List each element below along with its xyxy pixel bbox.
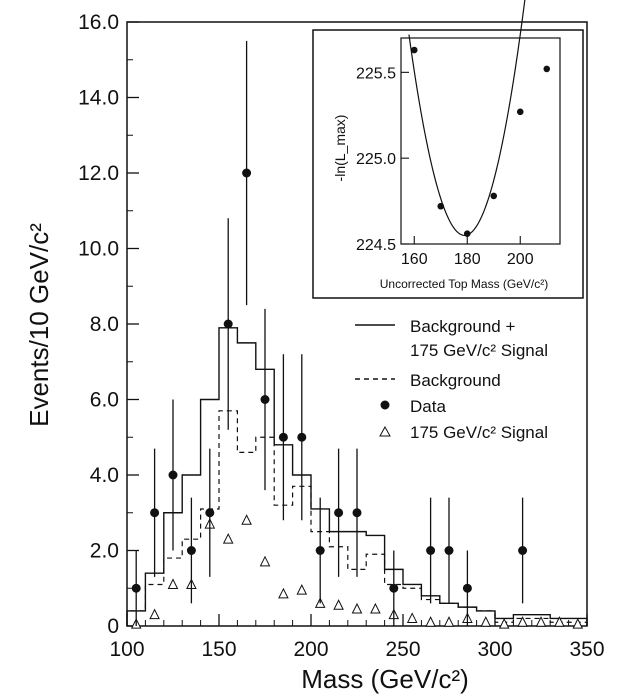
- signal-point: [167, 578, 179, 589]
- signal-point: [517, 616, 528, 627]
- data-point: [352, 508, 362, 518]
- signal-point: [241, 514, 252, 525]
- signal-point: [498, 617, 510, 629]
- inset-point: [516, 108, 524, 116]
- histogram-background: [126, 410, 588, 626]
- legend-marker-signal: [379, 425, 391, 437]
- data-point: [186, 546, 196, 555]
- inset-x-tick-label: 200: [507, 251, 534, 268]
- data-point: [242, 168, 252, 178]
- y-tick-label: 10.0: [78, 238, 119, 261]
- y-tick-label: 4.0: [90, 464, 119, 487]
- x-axis-label: Mass (GeV/c²): [301, 664, 469, 694]
- legend-label-combined: Background +: [410, 317, 515, 336]
- data-point: [334, 508, 344, 518]
- data-point: [297, 432, 307, 442]
- data-point: [444, 546, 454, 555]
- inset-point: [543, 65, 551, 73]
- inset-y-tick-label: 225.0: [356, 151, 396, 168]
- inset-series: [410, 46, 551, 237]
- signal-point: [572, 617, 584, 629]
- data-point: [389, 583, 399, 593]
- data-point: [223, 319, 233, 329]
- data-point: [168, 470, 178, 480]
- legend-label-signal: 175 GeV/c² Signal: [410, 423, 548, 442]
- data-point: [315, 546, 325, 555]
- inset-chart: 224.5 225.0 225.5 160 180 200 -ln(L_max) Unc…: [312, 0, 584, 299]
- legend-label-data: Data: [410, 397, 446, 416]
- signal-point: [259, 555, 271, 567]
- legend-label-combined-line2: 175 GeV/c² Signal: [410, 341, 548, 360]
- signal-point: [443, 616, 455, 627]
- x-tick-label: 150: [201, 638, 236, 661]
- inset-y-axis: 224.5 225.0 225.5: [356, 65, 409, 254]
- data-point: [260, 395, 270, 404]
- signal-point: [222, 533, 234, 544]
- inset-plot-frame: [400, 37, 561, 245]
- y-axis: 0 2.0 4.0 6.0 8.0 10.0 12.0 14.0 16.0: [78, 11, 139, 638]
- signal-point: [149, 608, 160, 620]
- x-tick-label: 100: [109, 638, 144, 661]
- x-tick-label: 350: [569, 638, 604, 661]
- inset-point: [410, 46, 418, 54]
- data-point: [205, 508, 215, 518]
- series-data: [131, 40, 528, 626]
- inset-x-axis: 160 180 200: [401, 236, 534, 268]
- inset-panel: [312, 29, 584, 299]
- histogram-background-plus-signal: [126, 327, 588, 626]
- signal-point: [535, 616, 547, 627]
- inset-x-axis-label: Uncorrected Top Mass (GeV/c²): [380, 277, 549, 291]
- y-tick-label: 8.0: [90, 313, 119, 336]
- inset-y-tick-label: 224.5: [356, 237, 396, 254]
- inset-x-tick-label: 180: [454, 251, 481, 268]
- inset-x-tick-label: 160: [401, 251, 428, 268]
- signal-point: [406, 612, 418, 623]
- data-point: [518, 546, 528, 555]
- x-tick-label: 200: [293, 638, 328, 661]
- x-tick-label: 300: [477, 638, 512, 661]
- y-tick-label: 0: [107, 615, 119, 638]
- inset-y-axis-label: -ln(L_max): [332, 115, 348, 182]
- inset-fit-curve: [408, 0, 526, 237]
- y-tick-label: 2.0: [90, 540, 119, 563]
- inset-y-tick-label: 225.5: [356, 65, 396, 82]
- data-point: [131, 583, 141, 593]
- y-tick-label: 12.0: [78, 162, 119, 185]
- signal-point: [425, 616, 436, 627]
- y-tick-label: 14.0: [78, 87, 119, 110]
- legend-marker-data: [380, 400, 390, 410]
- x-axis: 100 150 200 250 300 350: [109, 614, 605, 661]
- inset-point: [463, 230, 471, 237]
- legend: Background + 175 GeV/c² Signal Backgroun…: [355, 317, 548, 442]
- y-axis-label: Events/10 GeV/c²: [24, 223, 54, 427]
- legend-label-background: Background: [410, 371, 501, 390]
- y-tick-label: 16.0: [78, 11, 119, 34]
- series-background: [126, 410, 588, 626]
- signal-point: [480, 616, 492, 627]
- y-tick-label: 6.0: [90, 389, 119, 412]
- signal-point: [333, 599, 344, 610]
- data-point: [426, 546, 436, 555]
- x-tick-label: 250: [385, 638, 420, 661]
- data-point: [278, 432, 288, 442]
- inset-point: [437, 202, 445, 210]
- signal-point: [278, 587, 289, 599]
- series-background-plus-signal: [126, 327, 588, 626]
- signal-point: [554, 616, 565, 627]
- inset-point: [490, 192, 498, 200]
- data-point: [462, 583, 472, 593]
- data-point: [150, 508, 160, 518]
- signal-point: [370, 602, 381, 614]
- signal-point: [296, 584, 308, 595]
- signal-point: [351, 602, 363, 614]
